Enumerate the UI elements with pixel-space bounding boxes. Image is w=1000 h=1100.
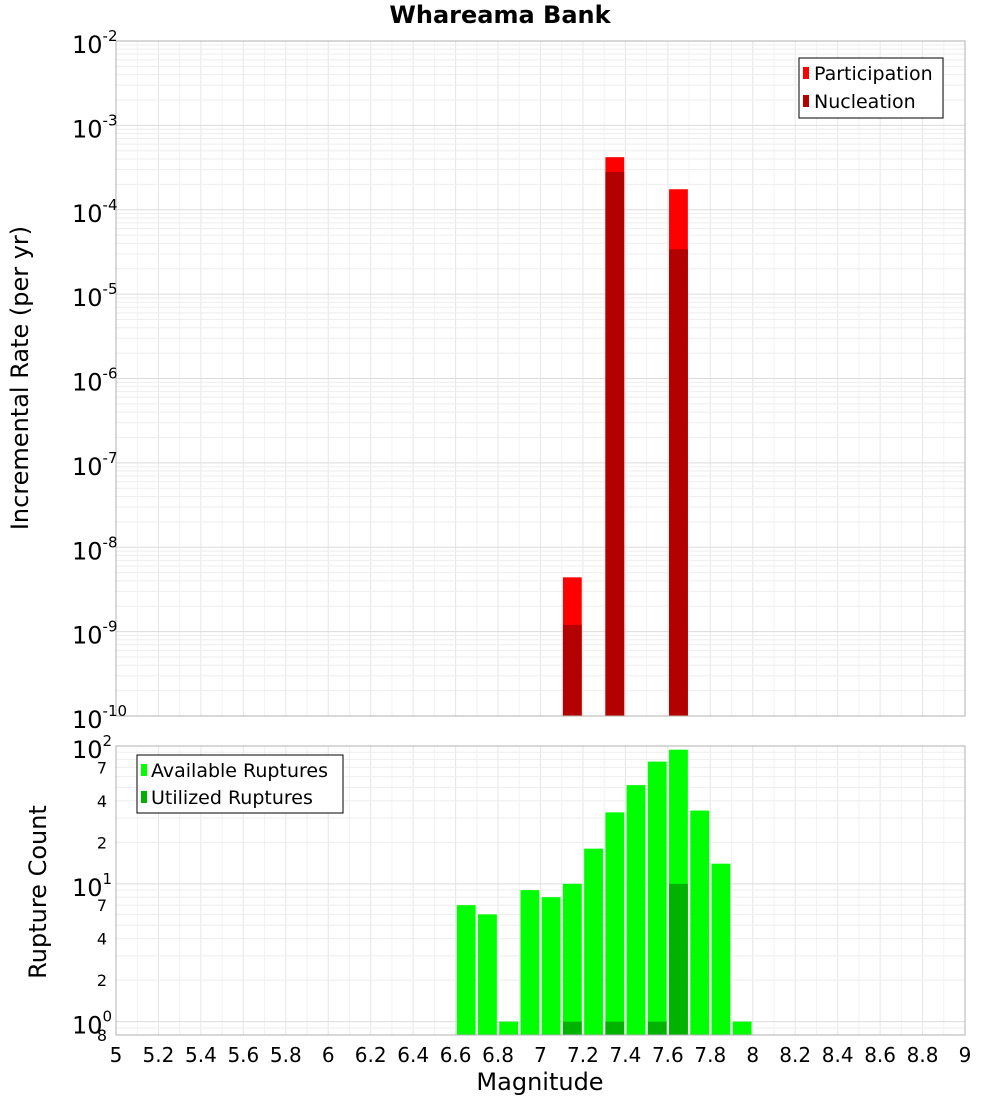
- x-tick-label: 8: [746, 1043, 759, 1067]
- top-y-axis-label: Incremental Rate (per yr): [6, 226, 34, 530]
- bottom-y-axis-label: Rupture Count: [24, 805, 52, 979]
- x-tick-label: 6.6: [440, 1043, 472, 1067]
- x-axis-label: Magnitude: [476, 1068, 603, 1096]
- x-tick-label: 8.8: [907, 1043, 939, 1067]
- x-tick-label: 5.8: [270, 1043, 302, 1067]
- available-bar: [626, 785, 646, 1035]
- bottom-plot-frame: [115, 745, 966, 1036]
- x-ticks: 5 5.2 5.4 5.6 5.8 6 6.2 6.4 6.6 6.8 7 7.2 7.4 7.6 7.8 8…: [110, 1043, 972, 1067]
- top-panel: 10-10 10-9 10-8 10-7 10-6 10-5 10-4 10-3 10-2 In…: [6, 27, 966, 734]
- bottom-y-ticks: 100 101 102 8 2 4 7 2 4 7: [72, 732, 112, 1045]
- available-bar: [456, 905, 476, 1035]
- top-y-ticks: 10-10 10-9 10-8 10-7 10-6 10-5 10-4 10-3 10-2: [72, 27, 127, 734]
- legend-swatch-utilized: [141, 791, 147, 803]
- x-tick-label: 6.4: [397, 1043, 429, 1067]
- x-tick-label: 5: [110, 1043, 123, 1067]
- x-tick-label: 7.8: [694, 1043, 726, 1067]
- bottom-y-tick-label: 101: [72, 870, 112, 902]
- legend-swatch-participation: [803, 67, 809, 79]
- utilized-bar: [669, 883, 688, 1035]
- top-plot-frame: [115, 40, 966, 717]
- top-y-tick-label: 10-5: [72, 280, 118, 312]
- nucleation-bar: [562, 624, 582, 716]
- bottom-y-tick-label: 102: [72, 732, 112, 764]
- top-legend-box: [798, 57, 944, 119]
- bottom-panel: 100 101 102 8 2 4 7 2 4 7 5 5.2 5.4 5.6 5.8 6 6.2 6.4 6.6…: [24, 732, 971, 1096]
- top-y-tick-label: 10-8: [72, 533, 118, 565]
- bottom-y-minor-tick-label: 4: [97, 930, 107, 949]
- bottom-y-minor-tick-label: 2: [97, 971, 107, 990]
- legend-swatch-nucleation: [803, 95, 809, 107]
- x-tick-label: 8.2: [779, 1043, 811, 1067]
- available-bar: [520, 890, 540, 1035]
- legend-label-participation: Participation: [814, 63, 933, 85]
- top-y-tick-label: 10-6: [72, 365, 118, 397]
- available-bar: [478, 914, 497, 1035]
- top-y-tick-label: 10-3: [72, 111, 118, 143]
- x-tick-label: 7.6: [652, 1043, 684, 1067]
- bottom-legend-box: [136, 754, 344, 814]
- top-legend: Participation Nucleation: [798, 57, 944, 119]
- available-bar: [541, 897, 561, 1035]
- bottom-legend: Available Ruptures Utilized Ruptures: [136, 754, 344, 814]
- x-tick-label: 5.6: [227, 1043, 259, 1067]
- legend-label-available: Available Ruptures: [151, 760, 328, 782]
- top-y-tick-label: 10-9: [72, 618, 118, 650]
- x-tick-label: 7: [534, 1043, 547, 1067]
- top-bars: [562, 157, 688, 717]
- bottom-bars: [456, 749, 752, 1035]
- x-tick-label: 5.2: [143, 1043, 175, 1067]
- chart-title: Whareama Bank: [389, 1, 611, 29]
- x-tick-label: 9: [959, 1043, 972, 1067]
- x-tick-label: 6.8: [482, 1043, 514, 1067]
- utilized-bar: [605, 1021, 625, 1035]
- nucleation-bar: [605, 172, 625, 716]
- legend-label-nucleation: Nucleation: [814, 91, 916, 113]
- nucleation-bar: [669, 249, 688, 716]
- utilized-bar: [562, 1021, 582, 1035]
- x-tick-label: 8.4: [822, 1043, 854, 1067]
- x-tick-label: 7.2: [567, 1043, 599, 1067]
- available-bar: [732, 1021, 752, 1035]
- top-y-tick-label: 10-4: [72, 196, 118, 228]
- available-bar: [711, 863, 731, 1035]
- available-bar: [562, 883, 582, 1035]
- x-tick-label: 8.6: [864, 1043, 896, 1067]
- bottom-y-minor-tick-label: 8: [97, 1026, 107, 1045]
- bottom-y-minor-tick-label: 4: [97, 792, 107, 811]
- top-grid: [115, 41, 966, 717]
- x-tick-label: 5.4: [185, 1043, 217, 1067]
- legend-swatch-available: [141, 764, 147, 776]
- x-tick-label: 7.4: [609, 1043, 641, 1067]
- top-y-tick-label: 10-2: [72, 27, 118, 59]
- legend-label-utilized: Utilized Ruptures: [151, 787, 313, 809]
- available-bar: [690, 810, 710, 1035]
- bottom-y-minor-tick-label: 7: [97, 896, 107, 915]
- x-tick-label: 6: [322, 1043, 335, 1067]
- available-bar: [584, 848, 603, 1035]
- available-bar: [499, 1021, 519, 1035]
- available-bar: [647, 761, 667, 1035]
- utilized-bar: [647, 1021, 667, 1035]
- x-tick-label: 6.2: [355, 1043, 387, 1067]
- top-y-tick-label: 10-7: [72, 449, 118, 481]
- bottom-y-minor-tick-label: 7: [97, 758, 107, 777]
- top-y-tick-label: 10-10: [72, 702, 127, 734]
- bottom-y-minor-tick-label: 2: [97, 833, 107, 852]
- available-bar: [605, 812, 625, 1035]
- bottom-y-tick-label: 100: [72, 1008, 112, 1040]
